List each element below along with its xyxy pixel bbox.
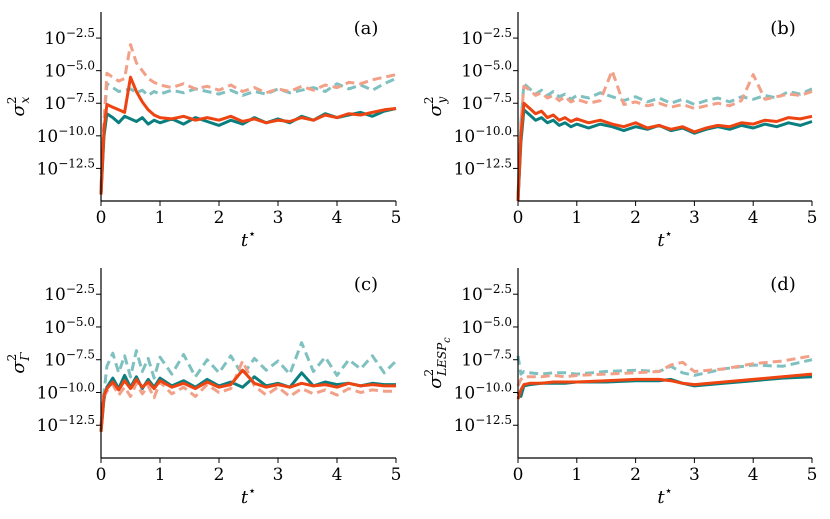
y-tick-label: 10−10.0 <box>454 380 512 403</box>
y-tick-label: 10−12.5 <box>454 156 512 179</box>
x-tick-label: 4 <box>748 465 759 485</box>
panel-label: (c) <box>354 274 378 295</box>
x-tick-label: 3 <box>689 465 700 485</box>
y-tick-label: 10−12.5 <box>37 156 95 179</box>
x-tick-label: 3 <box>689 208 700 228</box>
x-tick-label: 2 <box>214 465 225 485</box>
y-tick-label: 10−5.0 <box>461 315 512 338</box>
series-line-orange-solid <box>99 75 397 195</box>
x-axis-label: t⋆ <box>657 227 672 251</box>
series-line-teal-dashed <box>99 77 397 189</box>
x-tick-label: 5 <box>391 465 402 485</box>
series-line-teal-dashed <box>99 341 398 426</box>
y-tick-label: 10−10.0 <box>37 124 95 147</box>
x-tick-label: 0 <box>96 465 107 485</box>
series-line-orange-dashed <box>99 359 396 426</box>
y-axis-label: σ2x <box>5 97 32 117</box>
y-tick-label: 10−2.5 <box>461 26 512 49</box>
y-tick-label: 10−2.5 <box>44 26 95 49</box>
panel-label: (b) <box>770 18 796 39</box>
y-tick-label: 10−5.0 <box>461 59 512 82</box>
x-tick-label: 3 <box>273 208 284 228</box>
x-axis-label: t⋆ <box>657 484 672 508</box>
x-axis-label: t⋆ <box>241 227 256 251</box>
series-line-orange-solid <box>516 372 813 400</box>
series-line-orange-dashed <box>516 354 813 387</box>
x-tick-label: 2 <box>630 208 641 228</box>
y-tick-label: 10−2.5 <box>461 282 512 305</box>
series-line-teal-dashed <box>516 355 813 377</box>
series-line-orange-dashed <box>99 43 397 189</box>
x-axis-label: t⋆ <box>241 484 256 508</box>
y-tick-label: 10−2.5 <box>44 282 95 305</box>
x-tick-label: 1 <box>155 208 166 228</box>
y-tick-label: 10−10.0 <box>37 380 95 403</box>
panel-c: 0 1 2 3 4 5 10−2.5 10−5.0 10−7.5 10−10.0 10−12.5 t⋆… <box>5 268 401 508</box>
y-tick-label: 10−12.5 <box>37 413 95 436</box>
x-tick-label: 0 <box>96 208 107 228</box>
series-line-orange-solid <box>99 368 396 432</box>
y-axis-label: σ2Γ <box>5 352 32 374</box>
y-tick-label: 10−5.0 <box>44 59 95 82</box>
y-axis-label: σ2LESPc <box>422 337 453 389</box>
series-line-orange-dashed <box>516 69 813 202</box>
panel-label: (d) <box>770 274 796 295</box>
x-tick-label: 4 <box>332 465 343 485</box>
y-tick-label: 10−12.5 <box>454 413 512 436</box>
x-tick-label: 0 <box>513 208 524 228</box>
x-tick-label: 1 <box>571 208 582 228</box>
series-line-orange-solid <box>516 101 813 202</box>
panel-b: 0 1 2 3 4 5 10−2.5 10−5.0 10−7.5 10−10.0 10−12.5 t⋆… <box>422 12 817 251</box>
x-tick-label: 0 <box>513 465 524 485</box>
y-tick-label: 10−5.0 <box>44 315 95 338</box>
panel-d: 0 1 2 3 4 5 10−2.5 10−5.0 10−7.5 10−10.0 10−12.5 t⋆… <box>422 268 817 508</box>
x-tick-label: 1 <box>155 465 166 485</box>
y-tick-label: 10−7.5 <box>44 348 95 371</box>
panel-a: 0 1 2 3 4 5 10−2.5 10−5.0 10−7.5 10−10.0 10−12.5 t⋆… <box>5 12 401 251</box>
y-tick-label: 10−7.5 <box>461 348 512 371</box>
x-tick-label: 5 <box>807 208 818 228</box>
x-tick-label: 4 <box>332 208 343 228</box>
series-line-teal-solid <box>99 371 396 432</box>
x-tick-label: 1 <box>571 465 582 485</box>
y-tick-label: 10−7.5 <box>44 91 95 114</box>
x-tick-label: 5 <box>807 465 818 485</box>
panel-label: (a) <box>354 18 379 39</box>
y-tick-label: 10−10.0 <box>454 124 512 147</box>
x-tick-label: 4 <box>748 208 759 228</box>
x-tick-label: 2 <box>214 208 225 228</box>
series-line-teal-solid <box>516 108 813 202</box>
x-tick-label: 5 <box>391 208 402 228</box>
y-tick-label: 10−7.5 <box>461 91 512 114</box>
x-tick-label: 3 <box>273 465 284 485</box>
x-tick-label: 2 <box>630 465 641 485</box>
y-axis-label: σ2y <box>422 97 449 117</box>
